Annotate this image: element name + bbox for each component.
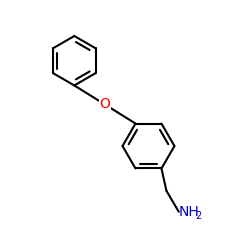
Text: O: O [100,98,110,112]
Text: NH: NH [179,205,200,219]
Text: 2: 2 [196,211,202,221]
